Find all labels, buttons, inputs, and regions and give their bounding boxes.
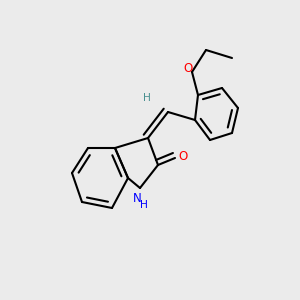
Text: O: O [183, 62, 192, 76]
Text: H: H [140, 200, 148, 209]
Text: N: N [133, 192, 141, 205]
Text: O: O [178, 150, 187, 163]
Text: H: H [143, 94, 151, 103]
